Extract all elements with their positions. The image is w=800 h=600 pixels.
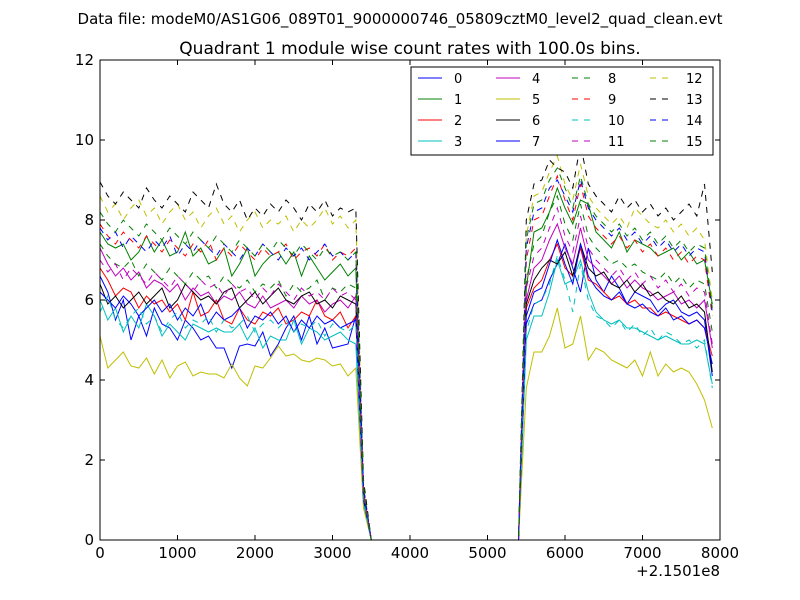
y-tick-label: 8: [84, 211, 94, 229]
series-line-9: [99, 174, 713, 541]
x-axis: 0 1000 2000 3000 4000 5000 6000 7000 8000: [95, 60, 739, 562]
series-line-6: [99, 242, 713, 541]
x-tick-label: 2000: [236, 544, 274, 562]
legend-label-3: 3: [454, 135, 462, 150]
x-tick-label: 7000: [623, 544, 661, 562]
series-line-4: [99, 222, 713, 541]
legend-label-12: 12: [686, 72, 703, 87]
series-line-15: [99, 166, 713, 541]
y-tick-label: 2: [84, 451, 94, 469]
legend-label-6: 6: [532, 114, 540, 129]
legend-label-13: 13: [686, 93, 703, 108]
y-tick-label: 6: [84, 291, 94, 309]
x-tick-label: 5000: [468, 544, 506, 562]
series-line-5: [99, 307, 713, 541]
y-tick-label: 10: [75, 131, 94, 149]
legend-frame: [410, 66, 714, 156]
series-line-8: [99, 194, 713, 541]
figure-suptitle: Data file: modeM0/AS1G06_089T01_90000007…: [78, 10, 723, 29]
series-line-3: [99, 258, 713, 541]
series-line-12: [99, 154, 713, 541]
series-line-0: [99, 242, 713, 541]
y-tick-label: 0: [84, 531, 94, 549]
x-tick-label: 4000: [391, 544, 429, 562]
x-tick-label: 8000: [701, 544, 739, 562]
legend-label-10: 10: [608, 114, 625, 129]
legend-label-5: 5: [532, 93, 540, 108]
legend-label-11: 11: [608, 135, 625, 150]
legend-label-15: 15: [686, 135, 703, 150]
x-tick-label: 0: [95, 544, 105, 562]
series-line-10: [99, 254, 713, 541]
legend-label-0: 0: [454, 72, 462, 87]
series-line-1: [99, 186, 713, 541]
series-line-7: [99, 238, 713, 541]
legend-label-8: 8: [608, 72, 616, 87]
legend-label-2: 2: [454, 114, 462, 129]
x-offset-label: +2.1501e8: [636, 562, 720, 580]
series-layer: [99, 143, 713, 541]
x-tick-label: 1000: [158, 544, 196, 562]
legend-label-9: 9: [608, 93, 616, 108]
chart-title: Quadrant 1 module wise count rates with …: [179, 39, 640, 59]
legend-label-4: 4: [532, 72, 540, 87]
y-tick-label: 12: [75, 51, 94, 69]
x-tick-label: 6000: [546, 544, 584, 562]
series-line-11: [99, 206, 713, 541]
legend-label-14: 14: [686, 114, 703, 129]
y-tick-label: 4: [84, 371, 94, 389]
series-line-13: [99, 143, 713, 541]
series-line-14: [99, 178, 713, 541]
legend-label-7: 7: [532, 135, 540, 150]
legend-label-1: 1: [454, 93, 462, 108]
x-tick-label: 3000: [313, 544, 351, 562]
series-line-2: [99, 242, 713, 541]
